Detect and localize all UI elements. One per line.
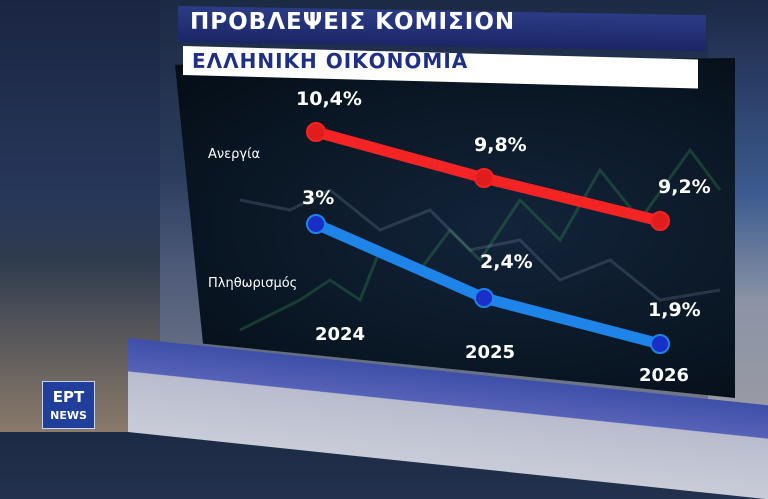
ert-news-logo: ΕΡΤ NEWS: [42, 381, 95, 429]
logo-bottom-text: NEWS: [50, 409, 87, 422]
data-point: [474, 288, 494, 308]
series-name-label: Ανεργία: [208, 147, 260, 162]
data-label: 9,8%: [474, 134, 527, 156]
page-title: ΠΡΟΒΛΕΨΕΙΣ ΚΟΜΙΣΙΟΝ: [190, 9, 516, 35]
line-chart: 10,4% 9,8% 9,2% Ανεργία 3% 2,4% 1,9% Πληθωρισμό…: [208, 88, 722, 386]
data-point: [306, 214, 326, 234]
x-tick-label: 2024: [315, 324, 365, 345]
data-point: [474, 168, 494, 188]
data-point: [306, 122, 326, 142]
logo-top-text: ΕΡΤ: [52, 388, 85, 406]
data-label: 3%: [302, 187, 334, 209]
data-point: [650, 211, 670, 231]
series-name-label: Πληθωρισμός: [208, 276, 297, 291]
x-tick-label: 2025: [465, 342, 515, 363]
data-label: 10,4%: [296, 88, 362, 110]
data-label: 1,9%: [648, 299, 701, 321]
data-point: [650, 334, 670, 354]
x-tick-label: 2026: [639, 365, 689, 386]
page-subtitle: ΕΛΛΗΝΙΚΗ ΟΙΚΟΝΟΜΙΑ: [192, 49, 469, 73]
background-decor-line: [239, 188, 721, 302]
data-label: 9,2%: [658, 176, 711, 198]
data-label: 2,4%: [480, 251, 533, 273]
